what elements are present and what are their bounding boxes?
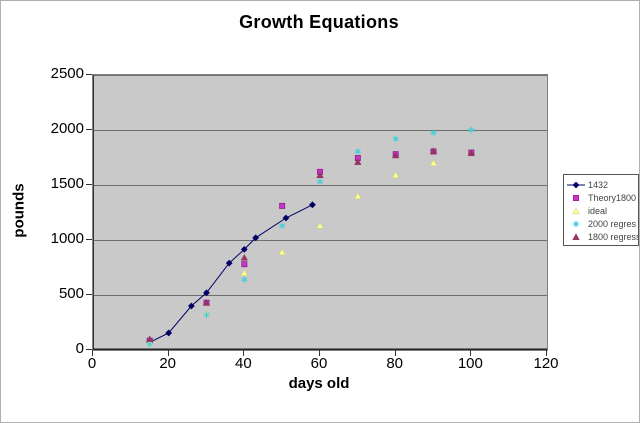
y-tick-mark <box>86 184 92 185</box>
x-axis-title: days old <box>288 375 350 392</box>
y-tick-mark <box>86 239 92 240</box>
legend-item-label: 1432 <box>588 179 609 190</box>
x-tick-mark <box>92 350 93 356</box>
square-legend-marker-icon <box>573 194 579 201</box>
x-tick-label: 20 <box>159 355 176 372</box>
y-tick-label: 0 <box>75 340 84 357</box>
chart-canvas <box>93 75 547 350</box>
x-tick-mark <box>167 350 169 356</box>
x-tick-mark <box>546 350 547 356</box>
legend-item: 1800 regress <box>566 230 638 243</box>
x-tick-label: 120 <box>533 355 559 372</box>
x-tick-mark <box>394 350 396 356</box>
triangle-legend-marker-icon <box>572 232 580 240</box>
x-tick-label: 100 <box>457 355 483 372</box>
chart-title: Growth Equations <box>239 12 399 32</box>
plot-area <box>92 74 548 351</box>
y-tick-label: 2500 <box>50 65 84 82</box>
legend-item: 2000 regres 1 <box>566 217 638 230</box>
x-tick-label: 80 <box>386 355 403 372</box>
legend-item-label: Theory1800 <box>588 192 637 203</box>
y-tick-label: 2000 <box>50 120 84 137</box>
series-1800-regress <box>146 147 476 342</box>
legend: 1432 Theory1800 ideal 2000 regres 1 1800 reg… <box>563 174 639 246</box>
legend-item: Theory1800 <box>566 191 638 204</box>
x-tick-mark <box>319 350 320 356</box>
y-axis-title: pounds <box>10 183 28 238</box>
star-legend-marker-icon <box>573 220 579 227</box>
y-tick-label: 1000 <box>50 230 84 247</box>
y-tick-label: 1500 <box>50 175 84 192</box>
x-tick-label: 0 <box>87 355 97 372</box>
x-tick-mark <box>243 350 245 356</box>
series-ideal <box>146 159 438 346</box>
triangle-legend-marker-icon <box>572 206 580 214</box>
y-tick-mark <box>86 294 92 295</box>
series-theory1800 <box>146 148 475 344</box>
legend-item: ideal <box>566 204 638 217</box>
legend-item-label: 1800 regress <box>588 231 638 242</box>
x-tick-label: 60 <box>310 355 328 372</box>
legend-item: 1432 <box>566 178 638 191</box>
legend-item-label: 2000 regres 1 <box>588 218 638 229</box>
x-tick-label: 40 <box>234 355 252 372</box>
legend-item-label: ideal <box>588 205 608 216</box>
y-tick-mark <box>86 129 92 130</box>
y-tick-mark <box>86 74 92 75</box>
y-tick-label: 500 <box>58 285 84 302</box>
gridlines <box>93 75 547 296</box>
series-2000-regres-1 <box>146 126 475 348</box>
y-tick-mark <box>86 349 92 350</box>
series-1432 <box>146 201 316 346</box>
x-tick-mark <box>470 350 472 356</box>
diamond-legend-marker-icon <box>567 181 585 188</box>
